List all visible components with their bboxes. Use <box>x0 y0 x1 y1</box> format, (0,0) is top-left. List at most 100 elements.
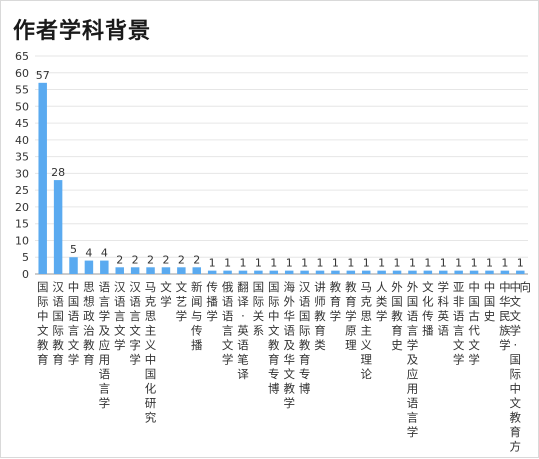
data-label: 1 <box>471 257 478 270</box>
bar <box>454 270 463 274</box>
data-label: 1 <box>517 257 524 270</box>
bar <box>130 267 140 274</box>
bar <box>53 180 63 274</box>
bar <box>300 270 309 274</box>
x-category-label: 汉语国际教育 <box>52 280 64 367</box>
data-label: 4 <box>85 247 92 260</box>
x-category-label: 中文文学·国际中文教育方向 <box>510 280 532 454</box>
bar <box>146 267 155 274</box>
x-category-label: 汉语言文字学 <box>129 280 141 367</box>
x-category-label: 国际中文教育 <box>37 280 49 367</box>
data-label: 1 <box>424 257 431 270</box>
data-label: 2 <box>147 253 154 266</box>
data-label: 1 <box>440 257 447 270</box>
data-label: 1 <box>332 257 339 270</box>
data-label: 2 <box>162 253 169 266</box>
x-category-label: 国际关系 <box>253 280 265 338</box>
bar <box>100 260 109 274</box>
y-tick-label: 15 <box>15 218 29 231</box>
bar <box>223 270 232 274</box>
bar <box>423 270 433 274</box>
bar <box>238 270 248 274</box>
y-tick-label: 25 <box>15 184 29 197</box>
x-category-label: 俄语语言文学 <box>222 280 234 367</box>
y-tick-label: 35 <box>15 151 29 164</box>
data-label: 1 <box>270 257 277 270</box>
data-label: 4 <box>101 247 108 260</box>
x-category-label: 文学 <box>160 280 172 309</box>
data-label: 1 <box>239 257 246 270</box>
bar <box>346 270 356 274</box>
bar <box>377 270 386 274</box>
x-category-label: 马克思主义中国化研究 <box>145 280 157 425</box>
y-tick-label: 55 <box>15 84 29 97</box>
data-label: 1 <box>363 257 370 270</box>
x-category-label: 人类学 <box>376 280 388 323</box>
bar <box>192 267 202 274</box>
bar <box>115 267 124 274</box>
bar <box>69 257 78 274</box>
bar <box>84 260 94 274</box>
data-label: 28 <box>51 166 65 179</box>
bar <box>207 270 217 274</box>
x-category-label: 中国语言文学 <box>68 280 80 367</box>
bar <box>161 267 171 274</box>
x-category-label: 汉语国际教育专博 <box>299 280 311 396</box>
x-category-label: 翻译·英语笔译 <box>237 280 249 381</box>
y-tick-label: 45 <box>15 117 29 130</box>
x-category-label: 海外华语及华文教学 <box>283 280 295 410</box>
y-tick-label: 20 <box>15 201 29 214</box>
y-tick-label: 10 <box>15 234 29 247</box>
x-category-label: 教育学原理 <box>345 280 357 352</box>
data-label: 1 <box>209 257 216 270</box>
data-label: 1 <box>455 257 462 270</box>
data-label: 1 <box>347 257 354 270</box>
x-category-label: 传播学 <box>206 280 218 323</box>
data-label: 1 <box>224 257 231 270</box>
bar <box>254 270 263 274</box>
data-label: 1 <box>486 257 493 270</box>
x-category-label: 文艺学 <box>176 280 188 323</box>
data-label: 1 <box>501 257 508 270</box>
bar <box>485 270 494 274</box>
x-category-label: 新闻与传播 <box>191 280 203 352</box>
data-label: 2 <box>193 253 200 266</box>
data-label: 2 <box>178 253 185 266</box>
bar <box>269 270 279 274</box>
data-label: 1 <box>394 257 401 270</box>
y-tick-label: 40 <box>15 134 29 147</box>
x-category-label: 中国史 <box>484 280 496 323</box>
bar <box>500 270 510 274</box>
bar <box>392 270 402 274</box>
x-category-label: 中华民族学 <box>499 280 511 352</box>
bar <box>408 270 417 274</box>
data-label: 2 <box>116 253 123 266</box>
data-label: 1 <box>255 257 262 270</box>
bar <box>38 82 47 274</box>
x-category-label: 思想政治教育 <box>83 280 95 367</box>
data-label: 5 <box>70 243 77 256</box>
y-tick-label: 50 <box>15 100 29 113</box>
x-category-label: 汉语言文学 <box>114 280 126 352</box>
bar <box>284 270 294 274</box>
bar <box>315 270 325 274</box>
x-category-label: 文化传播 <box>422 280 434 338</box>
bar <box>331 270 340 274</box>
x-category-label: 外国语言学及应用语言学 <box>407 280 419 439</box>
x-category-label: 外国教育史 <box>391 280 403 352</box>
x-category-label: 马克思主义理论 <box>360 280 372 381</box>
data-label: 1 <box>286 257 293 270</box>
x-category-label: 国际中文教育专博 <box>268 280 280 396</box>
y-tick-label: 65 <box>15 50 29 63</box>
y-tick-label: 5 <box>22 251 29 264</box>
y-tick-label: 30 <box>15 167 29 180</box>
x-category-label: 亚非语言文学 <box>453 280 465 367</box>
x-category-label: 讲师教育类 <box>314 280 326 352</box>
bar <box>361 270 371 274</box>
data-label: 1 <box>301 257 308 270</box>
x-category-label: 学科英语 <box>438 280 450 338</box>
chart-title: 作者学科背景 <box>13 19 152 44</box>
data-label: 57 <box>36 69 50 82</box>
